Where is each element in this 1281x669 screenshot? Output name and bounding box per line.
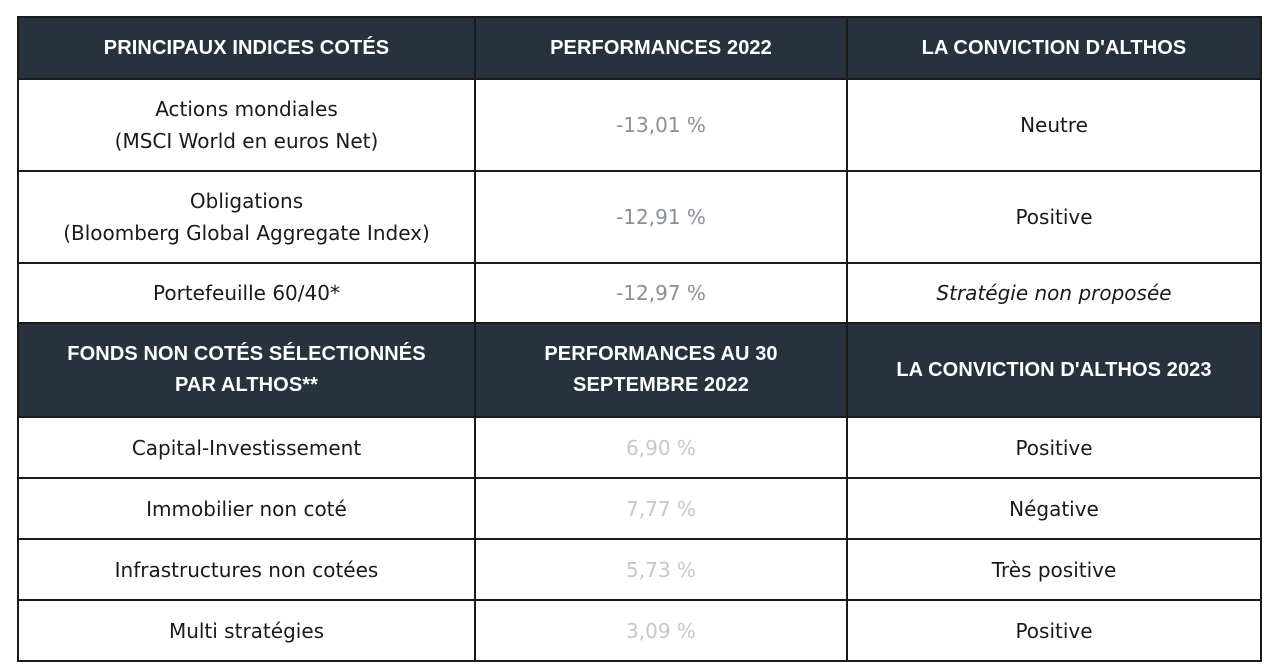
conviction-value: Positive [846, 599, 1262, 662]
header-conviction-2023: LA CONVICTION D'ALTHOS 2023 [846, 322, 1262, 418]
conviction-value: Négative [846, 477, 1262, 540]
conviction-value: Positive [846, 416, 1262, 479]
performance-table: PRINCIPAUX INDICES COTÉS PERFORMANCES 20… [17, 16, 1262, 662]
header-principal-indices: PRINCIPAUX INDICES COTÉS [17, 16, 476, 80]
table-row: Obligations (Bloomberg Global Aggregate … [17, 170, 1262, 264]
index-name: Actions mondiales [155, 97, 338, 121]
table-row: Actions mondiales (MSCI World en euros N… [17, 78, 1262, 172]
index-name: Portefeuille 60/40* [17, 262, 476, 324]
index-detail: (MSCI World en euros Net) [114, 129, 379, 153]
header-performances-line1: PERFORMANCES AU 30 [544, 343, 778, 365]
header-performances-september: PERFORMANCES AU 30 SEPTEMBRE 2022 [474, 322, 848, 418]
index-name: Obligations [189, 189, 304, 213]
header-conviction: LA CONVICTION D'ALTHOS [846, 16, 1262, 80]
performance-value: 7,77 % [474, 477, 848, 540]
table-row: Portefeuille 60/40* -12,97 % Stratégie n… [17, 262, 1262, 324]
performance-value: -12,97 % [474, 262, 848, 324]
header-unlisted-funds-line1: FONDS NON COTÉS SÉLECTIONNÉS [67, 343, 426, 365]
table-row: Capital-Investissement 6,90 % Positive [17, 416, 1262, 479]
performance-value: -12,91 % [474, 170, 848, 264]
index-name-cell: Actions mondiales (MSCI World en euros N… [17, 78, 476, 172]
conviction-value: Très positive [846, 538, 1262, 601]
index-name-cell: Obligations (Bloomberg Global Aggregate … [17, 170, 476, 264]
fund-name: Multi stratégies [17, 599, 476, 662]
table-row: Infrastructures non cotées 5,73 % Très p… [17, 538, 1262, 601]
header-row-listed: PRINCIPAUX INDICES COTÉS PERFORMANCES 20… [17, 16, 1262, 80]
header-row-unlisted: FONDS NON COTÉS SÉLECTIONNÉS PAR ALTHOS*… [17, 322, 1262, 418]
header-unlisted-funds-line2: PAR ALTHOS** [174, 374, 319, 396]
conviction-value: Stratégie non proposée [846, 262, 1262, 324]
performance-value: 5,73 % [474, 538, 848, 601]
performance-value: 3,09 % [474, 599, 848, 662]
fund-name: Infrastructures non cotées [17, 538, 476, 601]
performance-value: -13,01 % [474, 78, 848, 172]
index-detail: (Bloomberg Global Aggregate Index) [63, 221, 430, 245]
fund-name: Capital-Investissement [17, 416, 476, 479]
table-row: Immobilier non coté 7,77 % Négative [17, 477, 1262, 540]
header-performances-2022: PERFORMANCES 2022 [474, 16, 848, 80]
conviction-value: Positive [846, 170, 1262, 264]
performance-value: 6,90 % [474, 416, 848, 479]
conviction-value: Neutre [846, 78, 1262, 172]
header-performances-line2: SEPTEMBRE 2022 [573, 374, 749, 396]
header-unlisted-funds: FONDS NON COTÉS SÉLECTIONNÉS PAR ALTHOS*… [17, 322, 476, 418]
fund-name: Immobilier non coté [17, 477, 476, 540]
table-row: Multi stratégies 3,09 % Positive [17, 599, 1262, 662]
